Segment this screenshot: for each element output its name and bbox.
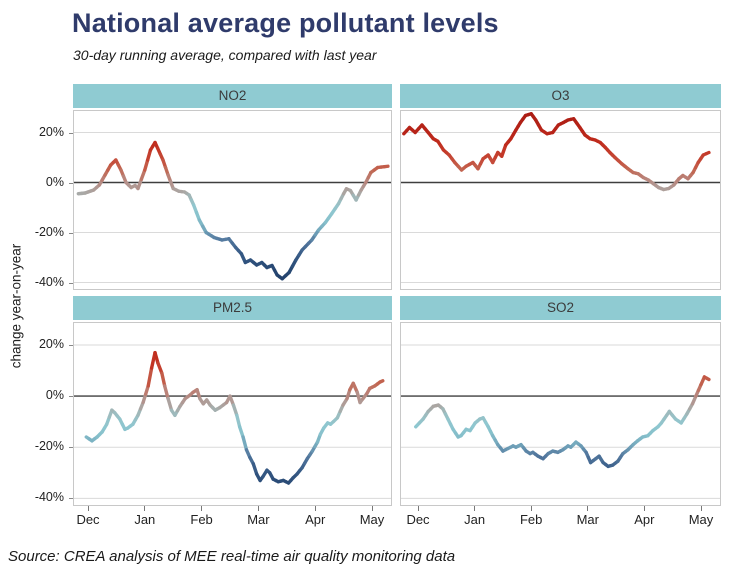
x-tick-mark <box>257 506 259 511</box>
x-tick-label: Jan <box>464 512 486 527</box>
x-tick-label: Dec <box>76 512 100 527</box>
series-line-segment <box>160 371 167 388</box>
facet-header-pm25: PM2.5 <box>73 296 392 320</box>
x-tick-mark <box>417 506 419 511</box>
y-tick-mark <box>69 498 73 500</box>
x-tick-label: Feb <box>190 512 213 527</box>
panel-border <box>73 322 392 506</box>
y-tick-mark <box>69 132 73 134</box>
facet-header-o3: O3 <box>400 84 721 108</box>
y-tick-label: 20% <box>38 337 64 351</box>
y-tick-label: 0% <box>45 174 64 189</box>
x-tick-mark <box>474 506 476 511</box>
x-tick-label: May <box>359 512 385 527</box>
x-tick-mark <box>530 506 532 511</box>
facet-plot-so2 <box>400 322 721 506</box>
y-tick-label: -20% <box>34 224 64 239</box>
series-line-segment <box>143 158 150 172</box>
facet-plot-o3 <box>400 110 721 290</box>
facet-plot-no2 <box>73 110 392 290</box>
facet-panel-so2: SO2 <box>400 296 721 506</box>
panel-border <box>400 322 721 506</box>
y-tick-mark <box>69 396 73 398</box>
y-tick-mark <box>69 282 73 284</box>
series-line-segment <box>146 366 154 388</box>
series-line-segment <box>231 403 239 417</box>
x-tick-label: Mar <box>247 512 270 527</box>
series-line-segment <box>166 396 174 412</box>
x-axis-right: Dec Jan Feb Mar Apr May <box>400 506 721 530</box>
x-axis-left: Dec Jan Feb Mar Apr May <box>73 506 392 530</box>
x-tick-label: Apr <box>634 512 655 527</box>
y-tick-label: 0% <box>45 388 64 403</box>
series-line-segment <box>704 376 711 382</box>
series-line-segment <box>704 150 711 156</box>
x-tick-label: Jan <box>134 512 156 527</box>
x-tick-label: May <box>688 512 714 527</box>
chart-subtitle: 30-day running average, compared with la… <box>73 47 377 63</box>
series-line-segment <box>235 413 242 429</box>
panel-border <box>73 110 392 290</box>
y-tick-mark <box>69 232 73 234</box>
facet-header-so2: SO2 <box>400 296 721 320</box>
x-tick-label: Apr <box>305 512 326 527</box>
facet-panel-no2: NO2 <box>73 84 392 290</box>
x-tick-mark <box>87 506 89 511</box>
x-tick-mark <box>201 506 203 511</box>
facet-panel-o3: O3 <box>400 84 721 290</box>
series-line-segment <box>162 384 170 401</box>
y-tick-mark <box>69 345 73 346</box>
series-line-segment <box>156 361 164 375</box>
x-tick-mark <box>643 506 645 511</box>
series-line-segment <box>251 462 259 476</box>
y-tick-mark <box>69 447 73 449</box>
series-line-segment <box>241 435 249 452</box>
facet-plot-pm25 <box>73 322 392 506</box>
y-tick-label: -40% <box>34 490 64 505</box>
x-tick-label: Feb <box>519 512 543 527</box>
panel-border <box>400 110 721 290</box>
x-tick-mark <box>314 506 316 511</box>
source-note: Source: CREA analysis of MEE real-time a… <box>8 548 456 565</box>
y-tick-label: -40% <box>34 274 64 289</box>
y-axis-ticks: 20% 0% -20% -40% 20% 0% -20% -40% <box>0 0 74 520</box>
series-line-segment <box>378 379 385 384</box>
series-line-segment <box>237 425 245 439</box>
y-tick-label: 20% <box>38 124 64 139</box>
facet-header-no2: NO2 <box>73 84 392 108</box>
x-tick-mark <box>144 506 146 511</box>
x-tick-label: Dec <box>406 512 430 527</box>
x-tick-mark <box>587 506 589 511</box>
series-line-segment <box>153 350 160 365</box>
series-line-segment <box>500 143 508 158</box>
chart-title: National average pollutant levels <box>72 8 499 38</box>
x-tick-mark <box>700 506 702 511</box>
y-tick-label: -20% <box>34 439 64 454</box>
x-tick-mark <box>371 506 373 511</box>
facet-panel-pm25: PM2.5 <box>73 296 392 506</box>
series-line-segment <box>145 148 153 162</box>
y-tick-mark <box>69 182 73 184</box>
x-tick-label: Mar <box>576 512 599 527</box>
